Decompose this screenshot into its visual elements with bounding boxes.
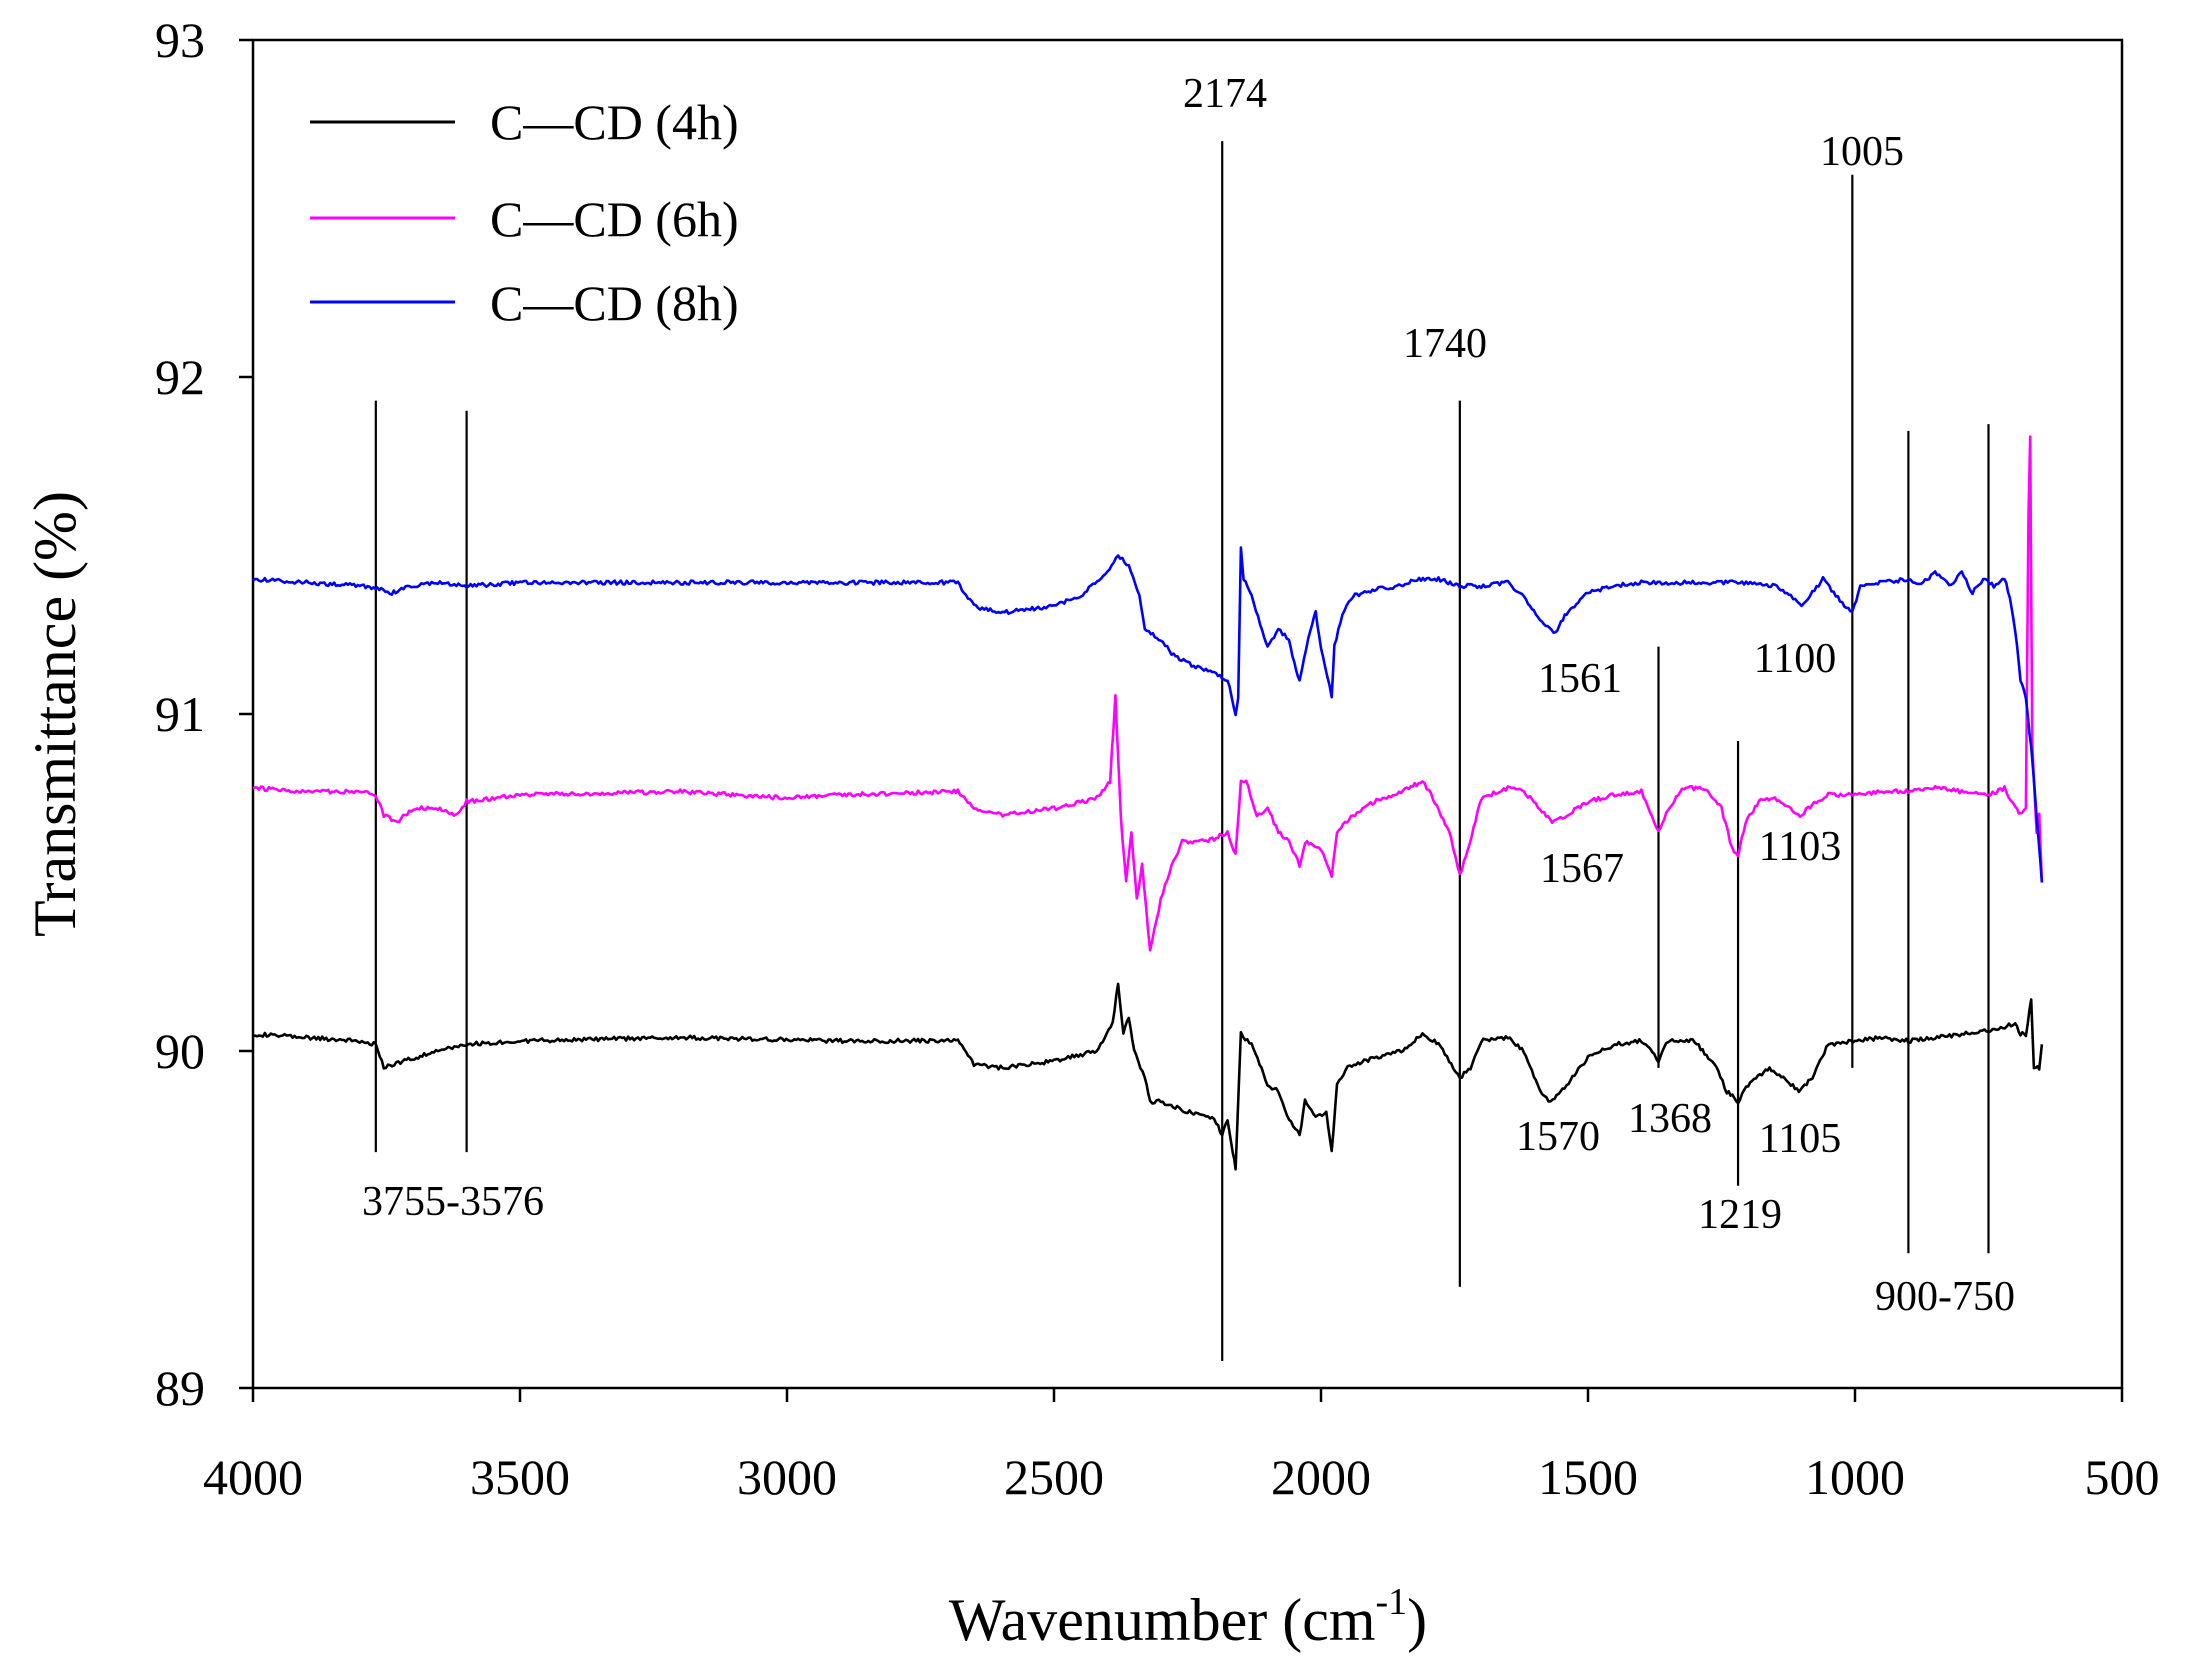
x-tick-label-2500: 2500 [1004, 1449, 1104, 1505]
y-tick-label-92: 92 [155, 349, 205, 405]
marker-lines [374, 141, 1990, 1362]
legend-label-6h: C—CD (6h) [490, 191, 739, 247]
y-ticks: 89 90 91 92 93 [155, 12, 253, 1416]
x-axis-title-sup: -1 [1376, 1581, 1408, 1623]
annotation-label-3755-3576: 3755-3576 [362, 1179, 544, 1225]
annotation-label-1570: 1570 [1516, 1114, 1600, 1160]
legend-label-4h: C—CD (4h) [490, 94, 739, 150]
x-tick-label-2000: 2000 [1271, 1449, 1371, 1505]
x-tick-label-3500: 3500 [470, 1449, 570, 1505]
y-tick-label-93: 93 [155, 12, 205, 68]
x-tick-label-4000: 4000 [203, 1449, 303, 1505]
annotation-label-1561: 1561 [1538, 656, 1622, 702]
legend: C—CD (4h) C—CD (6h) C—CD (8h) [310, 94, 739, 331]
x-tick-label-500: 500 [2085, 1449, 2160, 1505]
annotation-label-1368: 1368 [1628, 1096, 1712, 1142]
x-tick-label-1500: 1500 [1538, 1449, 1638, 1505]
series-line-8h [252, 546, 2044, 883]
x-axis-title-close: ) [1407, 1587, 1427, 1653]
annotation-label-1219: 1219 [1698, 1192, 1782, 1238]
annotation-label-2174: 2174 [1183, 71, 1267, 117]
x-axis-title: Wavenumber (cm-1) [949, 1581, 1427, 1653]
series-line-4h [252, 982, 2044, 1171]
annotation-label-1103: 1103 [1759, 824, 1841, 870]
annotation-label-900-750: 900-750 [1875, 1274, 2015, 1320]
y-tick-label-89: 89 [155, 1360, 205, 1416]
series-group [252, 435, 2044, 1171]
annotations: 3755-3576 2174 1740 1561 1100 1005 1567 … [362, 71, 2015, 1320]
x-ticks: 4000 3500 3000 2500 2000 1500 1000 500 [203, 1388, 2160, 1505]
annotation-label-1105: 1105 [1759, 1116, 1841, 1162]
x-axis-title-main: Wavenumber (cm [949, 1587, 1376, 1653]
y-tick-label-91: 91 [155, 686, 205, 742]
plot-frame [251, 38, 2124, 1390]
series-line-6h [252, 435, 2044, 952]
legend-label-8h: C—CD (8h) [490, 275, 739, 331]
annotation-label-1005: 1005 [1820, 129, 1904, 175]
y-tick-label-90: 90 [155, 1023, 205, 1079]
x-tick-label-1000: 1000 [1805, 1449, 1905, 1505]
annotation-label-1740: 1740 [1403, 321, 1487, 367]
annotation-label-1100: 1100 [1754, 636, 1836, 682]
annotation-label-1567: 1567 [1540, 846, 1624, 892]
y-axis-title: Transmittance (%) [22, 491, 88, 937]
x-tick-label-3000: 3000 [737, 1449, 837, 1505]
